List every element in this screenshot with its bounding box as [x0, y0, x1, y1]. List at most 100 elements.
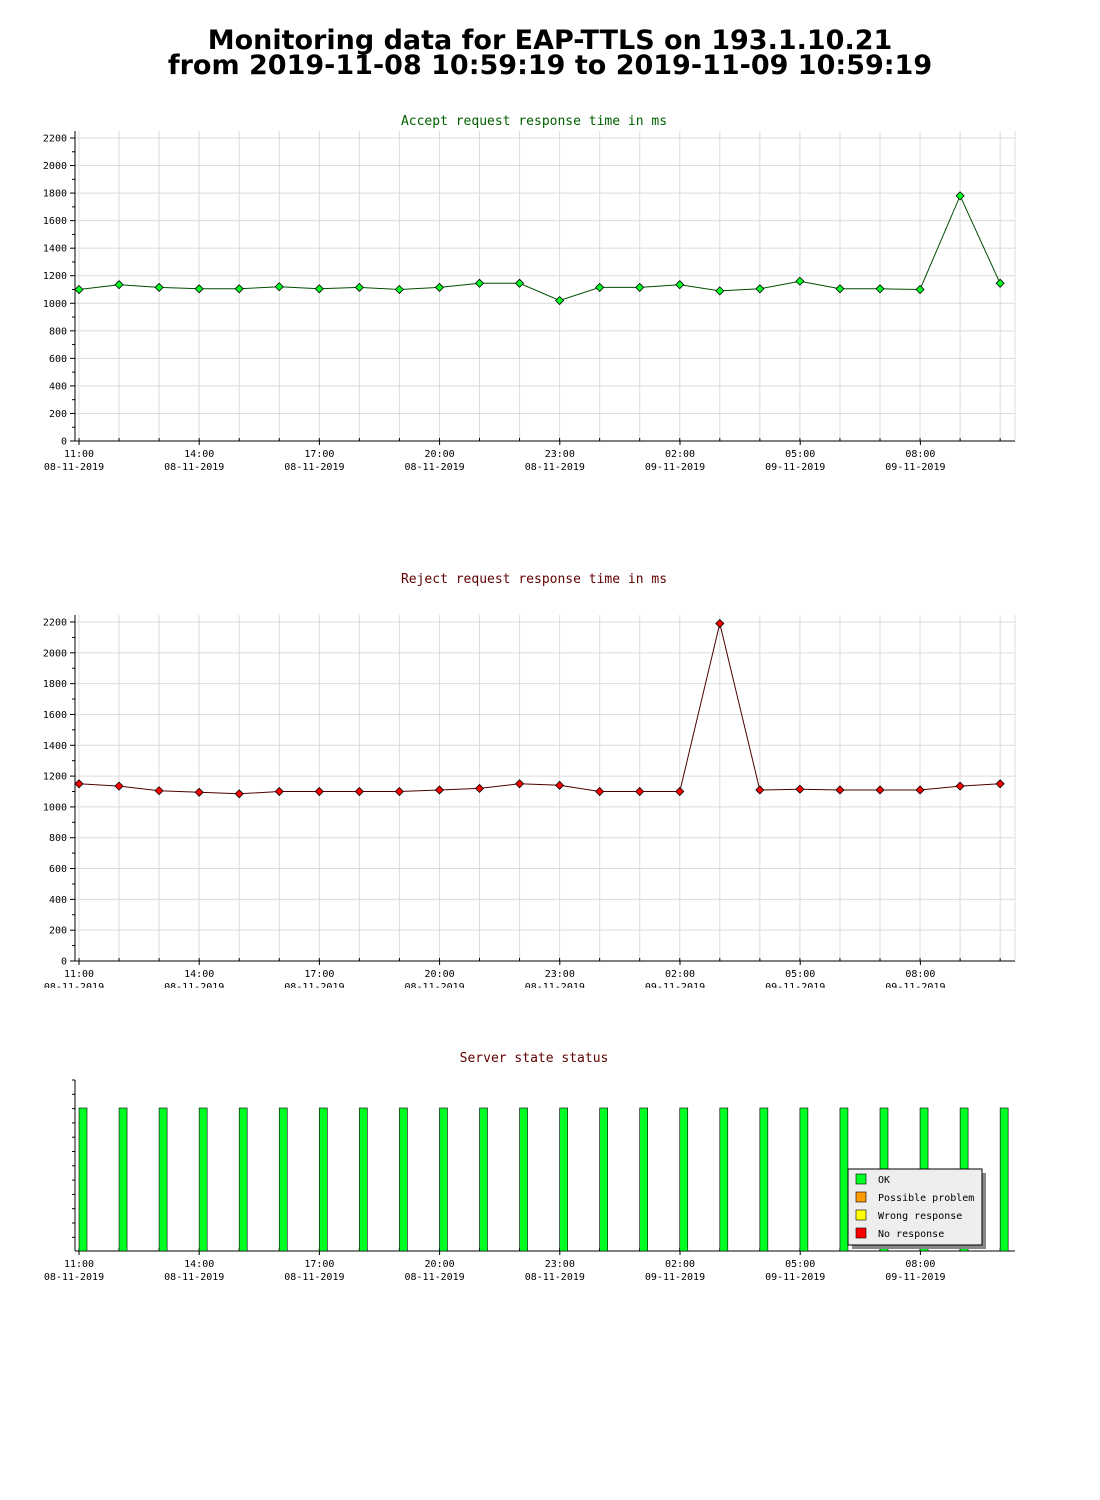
- status-bar: [78, 1107, 88, 1252]
- x-tick-label-date: 08-11-2019: [404, 1272, 464, 1283]
- status-bar: [759, 1107, 769, 1252]
- x-tick-label-time: 08:00: [905, 1259, 935, 1270]
- x-tick-label-time: 14:00: [184, 1259, 214, 1270]
- status-bar: [158, 1107, 168, 1252]
- x-tick-label-time: 02:00: [665, 969, 695, 980]
- x-tick-label-time: 05:00: [785, 969, 815, 980]
- x-tick-label-date: 08-11-2019: [284, 982, 344, 988]
- chart-title: Server state status: [460, 1051, 609, 1066]
- x-tick-label-date: 08-11-2019: [525, 462, 585, 473]
- x-tick-label-time: 20:00: [425, 969, 455, 980]
- y-tick-label: 1600: [43, 216, 67, 227]
- data-point-marker: [755, 785, 765, 795]
- status-bar: [399, 1107, 408, 1252]
- legend-swatch: [855, 1173, 867, 1185]
- y-tick-label: 1800: [43, 679, 67, 690]
- x-tick-label-time: 23:00: [545, 1259, 575, 1270]
- status-bar: [559, 1107, 568, 1252]
- data-point-marker: [915, 284, 925, 295]
- data-point-marker: [955, 191, 965, 201]
- data-point-marker: [675, 786, 685, 797]
- status-bar: [359, 1107, 368, 1252]
- accept-response-chart: Accept request response time in ms 0 200 40…: [43, 114, 1016, 473]
- x-tick-label-time: 23:00: [545, 969, 575, 980]
- status-bar: [799, 1107, 809, 1252]
- data-point-marker: [114, 781, 124, 791]
- x-tick-label-date: 08-11-2019: [284, 462, 344, 473]
- x-tick-label-time: 02:00: [665, 1259, 695, 1270]
- x-tick-label-time: 17:00: [304, 449, 334, 460]
- data-point-marker: [514, 278, 525, 288]
- y-tick-label: 800: [49, 326, 67, 337]
- y-tick-label: 1200: [43, 271, 67, 282]
- data-point-marker: [434, 282, 445, 292]
- y-tick-label: 1000: [43, 299, 67, 310]
- y-tick-label: 1600: [43, 710, 67, 721]
- data-point-marker: [274, 786, 284, 797]
- status-bar: [198, 1107, 208, 1252]
- legend-box: [847, 1168, 983, 1246]
- legend-swatch: [855, 1209, 867, 1221]
- x-tick-label-date: 08-11-2019: [44, 982, 104, 988]
- y-tick-label: 2200: [43, 618, 67, 629]
- server-state-chart: Server state status 11:00 08-11-2019 14:00 0…: [44, 1051, 1015, 1283]
- x-tick-label-time: 11:00: [64, 1259, 94, 1270]
- data-point-marker: [755, 284, 765, 294]
- x-tick-label-date: 08-11-2019: [164, 1272, 224, 1283]
- y-tick-label: 200: [49, 926, 67, 937]
- data-point-marker: [795, 276, 805, 286]
- data-point-marker: [635, 282, 645, 292]
- main-title-line1: Monitoring data for EAP-TTLS on 193.1.10…: [207, 25, 893, 56]
- y-tick-label: 1000: [43, 802, 67, 813]
- legend-label: Possible problem: [878, 1193, 974, 1204]
- status-bar: [519, 1107, 528, 1252]
- x-tick-label-date: 08-11-2019: [284, 1272, 344, 1283]
- y-tick-label: 200: [49, 409, 67, 420]
- data-point-marker: [595, 786, 605, 797]
- data-point-marker: [394, 786, 404, 797]
- x-tick-label-time: 14:00: [184, 449, 214, 460]
- data-point-marker: [514, 779, 525, 789]
- x-tick-label-date: 09-11-2019: [645, 1272, 705, 1283]
- y-tick-label: 600: [49, 354, 67, 365]
- x-tick-label-time: 20:00: [425, 449, 455, 460]
- x-tick-label-date: 09-11-2019: [885, 1272, 945, 1283]
- legend-swatch: [855, 1191, 867, 1203]
- data-point-marker: [675, 280, 685, 290]
- y-tick-label: 400: [49, 381, 67, 392]
- status-bar: [639, 1107, 649, 1252]
- data-point-marker: [314, 284, 324, 294]
- x-tick-label-date: 09-11-2019: [765, 1272, 825, 1283]
- data-point-marker: [354, 282, 364, 292]
- status-bar: [999, 1107, 1009, 1252]
- x-tick-label-date: 09-11-2019: [645, 462, 705, 473]
- data-point-marker: [194, 284, 204, 294]
- main-title-line2: from 2019-11-08 10:59:19 to 2019-11-09 1…: [167, 50, 933, 81]
- status-bar: [439, 1107, 448, 1252]
- x-tick-label-date: 09-11-2019: [765, 982, 825, 988]
- status-bar: [839, 1107, 849, 1252]
- data-point-marker: [715, 618, 725, 629]
- y-tick-label: 0: [61, 437, 67, 448]
- x-tick-label-date: 08-11-2019: [44, 1272, 104, 1283]
- data-point-marker: [555, 295, 565, 306]
- series-line: [78, 623, 1001, 795]
- x-tick-label-date: 09-11-2019: [645, 982, 705, 988]
- data-point-marker: [995, 779, 1005, 789]
- data-point-marker: [795, 784, 805, 794]
- data-point-marker: [715, 286, 725, 296]
- data-point-marker: [474, 783, 485, 793]
- data-point-marker: [234, 789, 244, 799]
- status-bar: [479, 1107, 488, 1252]
- x-tick-label-time: 17:00: [304, 1259, 334, 1270]
- legend-label: No response: [878, 1229, 944, 1240]
- data-point-marker: [875, 785, 885, 795]
- data-point-marker: [74, 284, 84, 295]
- x-tick-label-time: 05:00: [785, 449, 815, 460]
- data-point-marker: [394, 284, 404, 295]
- y-tick-label: 1200: [43, 772, 67, 783]
- x-tick-label-date: 09-11-2019: [885, 982, 945, 988]
- x-tick-label-date: 08-11-2019: [404, 462, 464, 473]
- status-bar: [278, 1107, 288, 1252]
- x-tick-label-time: 11:00: [64, 969, 94, 980]
